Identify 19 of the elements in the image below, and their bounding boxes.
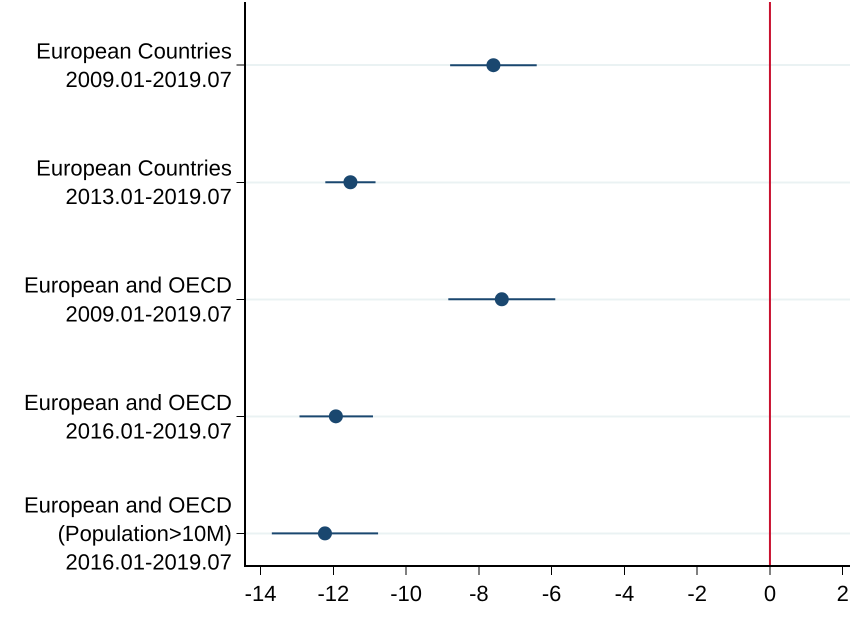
point bbox=[494, 292, 509, 306]
y-tick-label: European and OECD (Population>10M) 2016.01-2019.07 bbox=[24, 492, 232, 575]
x-tick-label: -2 bbox=[687, 581, 707, 606]
x-tick-label: -8 bbox=[469, 581, 489, 606]
x-tick-label: -10 bbox=[390, 581, 422, 606]
x-tick-label: -14 bbox=[244, 581, 276, 606]
x-tick-label: -6 bbox=[542, 581, 562, 606]
point bbox=[328, 409, 343, 424]
x-tick-label: -4 bbox=[614, 581, 634, 606]
point bbox=[318, 526, 332, 540]
x-tick-label: 0 bbox=[764, 581, 776, 606]
x-tick-label: -12 bbox=[317, 581, 350, 606]
point bbox=[343, 175, 358, 190]
x-tick-label: 2 bbox=[836, 581, 849, 606]
y-tick-label: European Countries 2013.01-2019.07 bbox=[36, 156, 232, 210]
y-tick-label: European and OECD 2009.01-2019.07 bbox=[24, 272, 232, 326]
y-tick-label: European Countries 2009.01-2019.07 bbox=[36, 38, 232, 92]
point bbox=[486, 58, 500, 72]
y-tick-label: European and OECD 2016.01-2019.07 bbox=[24, 390, 232, 444]
